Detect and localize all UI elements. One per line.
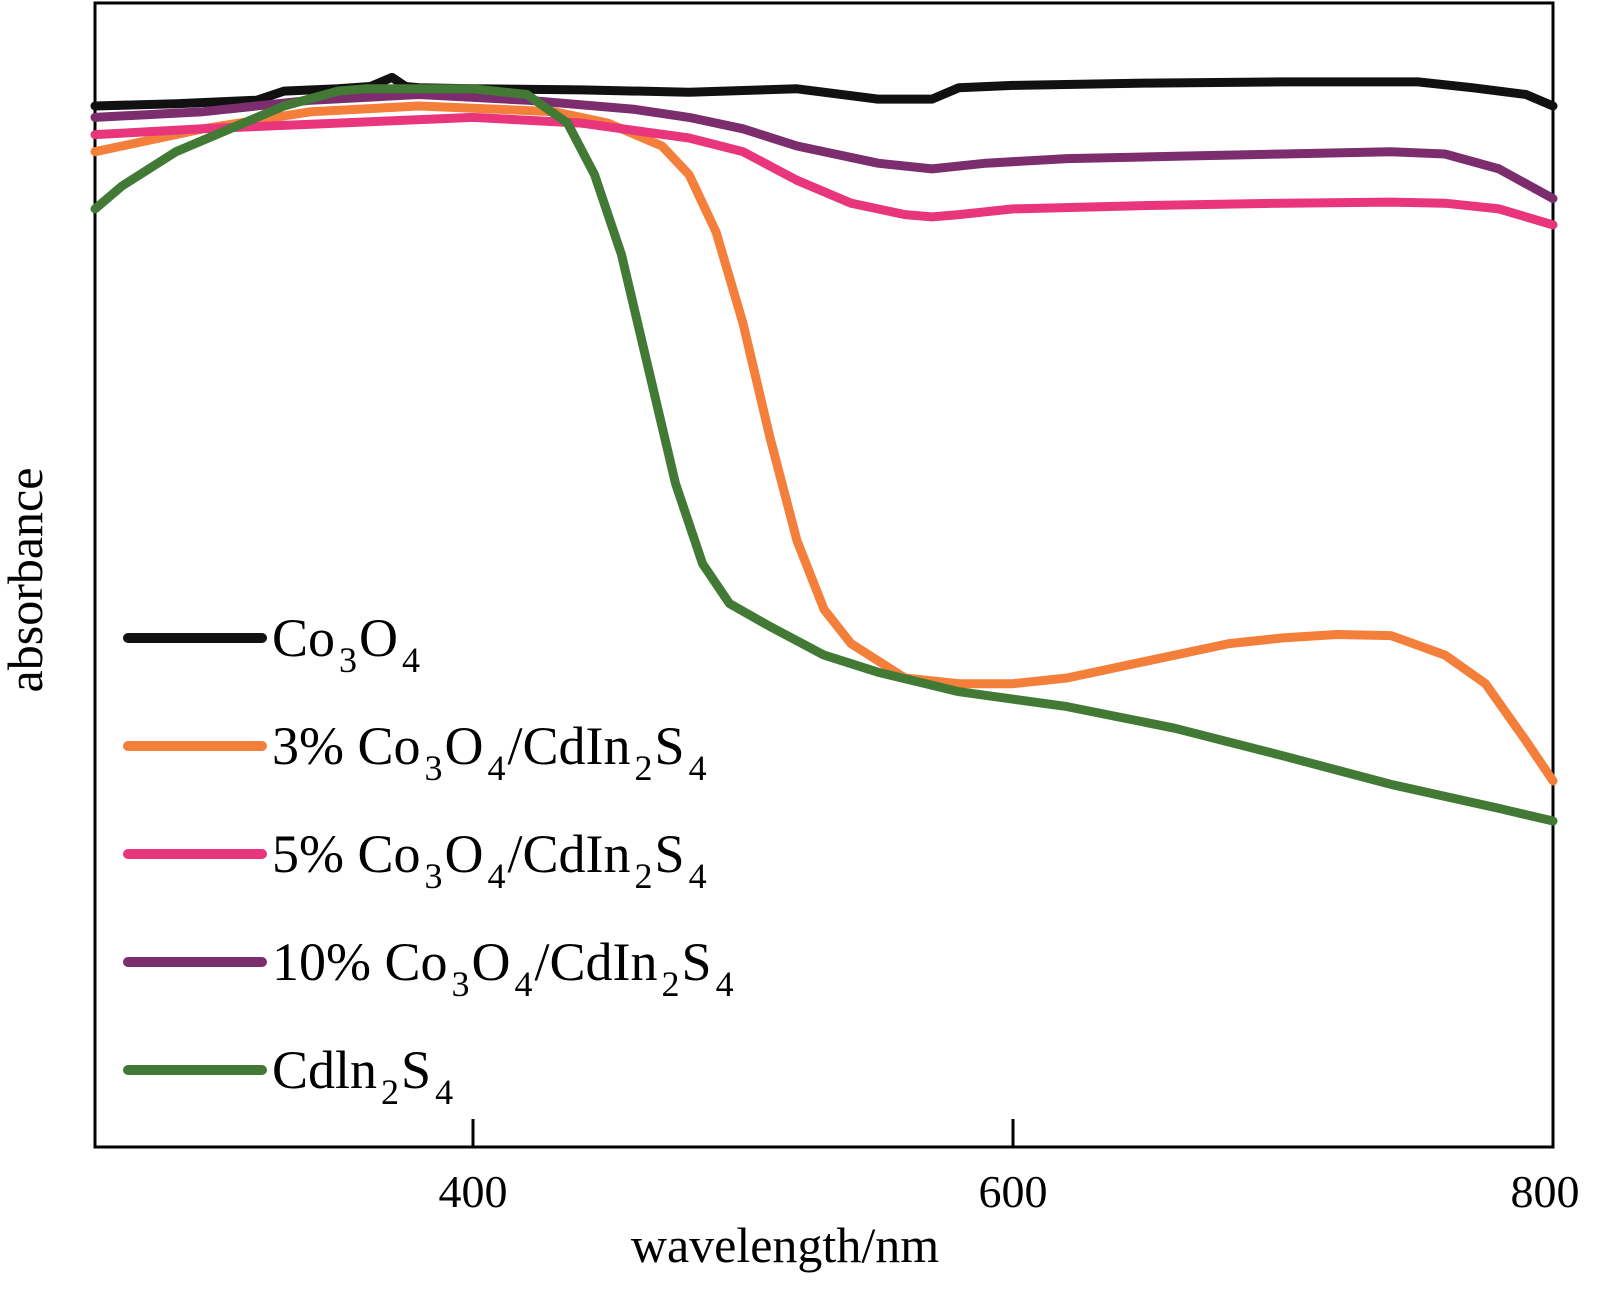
series-layer: [90, 72, 1558, 826]
x-tick-label-800: 800: [1511, 1166, 1580, 1217]
plot-frame: [93, 1, 1555, 1149]
series-line-4: [90, 90, 1558, 204]
x-tick-label-400: 400: [439, 1166, 508, 1217]
legend-label-1: Co 3O 4: [272, 608, 420, 680]
legend-label-3: 5% Co 3O 4/CdIn 2S 4: [272, 824, 707, 896]
legend-label-2: 3% Co 3O 4/CdIn 2S 4: [272, 716, 707, 788]
series-line-5: [90, 84, 1558, 826]
y-axis-title: absorbance: [0, 468, 53, 693]
tick-layer: 400 600 800: [439, 1119, 1580, 1217]
x-axis-title: wavelength/nm: [631, 1217, 939, 1273]
series-line-1: [90, 72, 1558, 111]
legend-label-4: 10% Co 3O 4/CdIn 2S 4: [272, 932, 734, 1004]
series-line-2: [90, 101, 1558, 786]
legend: Co 3O 4 3% Co 3O 4/CdIn 2S 4 5% Co 3O 4/CdIn 2S 4 10%…: [123, 608, 734, 1112]
legend-label-5: Cdln 2S 4: [272, 1040, 453, 1112]
x-tick-label-600: 600: [979, 1166, 1048, 1217]
series-line-3: [90, 112, 1558, 230]
